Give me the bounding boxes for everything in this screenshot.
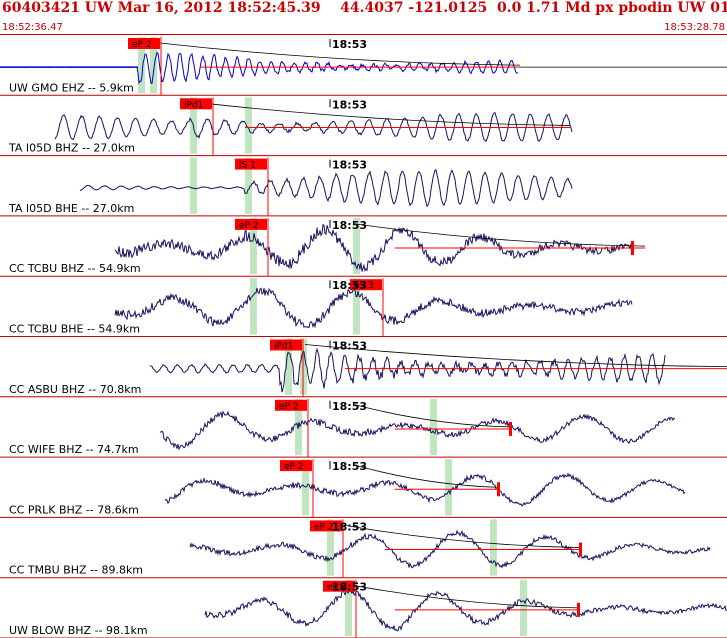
waveform — [189, 529, 711, 569]
trace-row[interactable]: eP 2 18:53 CC PRLK BHZ -- 78.6km — [0, 459, 727, 518]
minute-label: 18:53 — [332, 38, 367, 51]
coda-curve — [354, 404, 511, 428]
pick-label: eS 3 — [354, 281, 374, 291]
pick-band — [490, 519, 497, 576]
pick-band — [245, 157, 252, 214]
pick-box[interactable] — [180, 98, 212, 110]
pick-band — [445, 459, 452, 516]
event-title: 60403421 UW Mar 16, 2012 18:52:45.39 44.… — [2, 0, 727, 16]
station-label: TA I05D BHE -- 27.0km — [8, 202, 134, 215]
station-label: CC WIFE BHZ -- 74.7km — [9, 443, 139, 456]
waveform — [79, 169, 573, 208]
window-end-time: 18:53:28.78 — [664, 22, 725, 33]
pick-band — [190, 157, 197, 214]
trace-row[interactable]: iS 1 18:53 TA I05D BHE -- 27.0km — [0, 157, 727, 217]
coda-end-marker[interactable] — [631, 241, 634, 256]
coda-end-marker[interactable] — [577, 602, 580, 617]
pick-label: iPd1 — [184, 100, 203, 110]
pick-band — [327, 519, 334, 576]
waveform — [159, 410, 676, 451]
trace-row[interactable]: eP 2 18:53 UW GMO EHZ -- 5.9km — [0, 37, 727, 96]
pick-box[interactable] — [128, 38, 160, 49]
waveform — [114, 287, 633, 329]
coda-curve — [159, 42, 521, 66]
station-label: CC TMBU BHZ -- 89.8km — [9, 564, 143, 577]
pick-box[interactable] — [280, 460, 312, 472]
pick-label: eP 2 — [239, 221, 259, 231]
trace-row[interactable]: eP 218:53 UW BLOW BHZ -- 98.1km — [0, 579, 727, 638]
minute-label: 18:53 — [332, 520, 367, 533]
station-label: CC TCBU BHZ -- 54.9km — [9, 262, 141, 275]
pick-box[interactable] — [235, 218, 267, 230]
pick-label: eP 2 — [314, 522, 334, 532]
pick-label: iS 1 — [239, 161, 256, 171]
waveform — [204, 587, 727, 632]
waveform — [164, 472, 686, 507]
station-label: CC ASBU BHZ -- 70.8km — [9, 383, 141, 396]
coda-end-marker[interactable] — [579, 542, 582, 557]
station-label: CC TCBU BHE -- 54.9km — [9, 323, 140, 336]
pick-band — [353, 217, 360, 275]
station-label: CC PRLK BHZ -- 78.6km — [9, 503, 139, 516]
minute-label: 18:53 — [332, 98, 367, 111]
waveform — [149, 347, 666, 393]
pick-label: iPd1 — [274, 342, 293, 352]
station-label: UW BLOW BHZ -- 98.1km — [9, 624, 148, 637]
station-label: UW GMO EHZ -- 5.9km — [9, 81, 134, 94]
coda-curve — [204, 102, 571, 126]
pick-box[interactable] — [235, 158, 267, 170]
waveform — [114, 223, 633, 272]
trace-row[interactable]: iPd1 18:53 TA I05D BHZ -- 27.0km — [0, 97, 727, 157]
pick-band — [245, 97, 252, 154]
window-start-time: 18:52:36.47 — [2, 22, 63, 33]
trace-row[interactable]: eP 2 18:53 CC WIFE BHZ -- 74.7km — [0, 398, 727, 458]
minute-label: 18:53 — [332, 581, 367, 594]
trace-row[interactable]: eS 318:53 CC TCBU BHE -- 54.9km — [0, 278, 727, 337]
minute-label: 18:53 — [332, 279, 367, 292]
pick-box[interactable] — [270, 339, 302, 351]
minute-label: 18:53 — [332, 219, 367, 232]
coda-curve — [304, 344, 727, 368]
header-divider — [0, 34, 727, 35]
trace-row[interactable]: iPd1 18:53 CC ASBU BHZ -- 70.8km — [0, 338, 727, 398]
pick-band — [138, 37, 145, 94]
coda-end-marker[interactable] — [509, 421, 512, 436]
pick-label: eP 2 — [279, 402, 299, 412]
minute-label: 18:53 — [332, 460, 367, 473]
pick-band — [150, 37, 157, 94]
pick-band — [250, 278, 257, 335]
pick-box[interactable] — [323, 580, 355, 592]
pick-box[interactable] — [310, 520, 342, 532]
pick-label: eP 2 — [284, 462, 304, 472]
station-label: TA I05D BHZ -- 27.0km — [8, 142, 135, 155]
minute-label: 18:53 — [332, 400, 367, 413]
pick-box[interactable] — [275, 399, 307, 411]
trace-row[interactable]: eP 218:53 CC TMBU BHZ -- 89.8km — [0, 519, 727, 579]
coda-end-marker[interactable] — [497, 482, 500, 497]
pick-band — [285, 338, 292, 395]
pick-band — [345, 579, 352, 636]
pick-band — [250, 217, 257, 275]
coda-curve — [354, 585, 579, 609]
coda-curve — [344, 525, 581, 548]
pick-band — [520, 579, 527, 636]
pick-box[interactable] — [350, 279, 382, 291]
pick-band — [353, 278, 360, 335]
pick-label: eP 2 — [132, 40, 152, 50]
pick-label: eP 2 — [327, 583, 347, 593]
minute-label: 18:53 — [332, 159, 367, 172]
trace-row[interactable]: eP 2 18:53 CC TCBU BHZ -- 54.9km — [0, 217, 727, 277]
waveform — [54, 112, 573, 143]
header-bar: 60403421 UW Mar 16, 2012 18:52:45.39 44.… — [0, 0, 727, 22]
pick-band — [430, 398, 437, 456]
minute-label: 18:53 — [332, 340, 367, 353]
coda-curve — [354, 223, 646, 247]
coda-curve — [354, 464, 499, 488]
